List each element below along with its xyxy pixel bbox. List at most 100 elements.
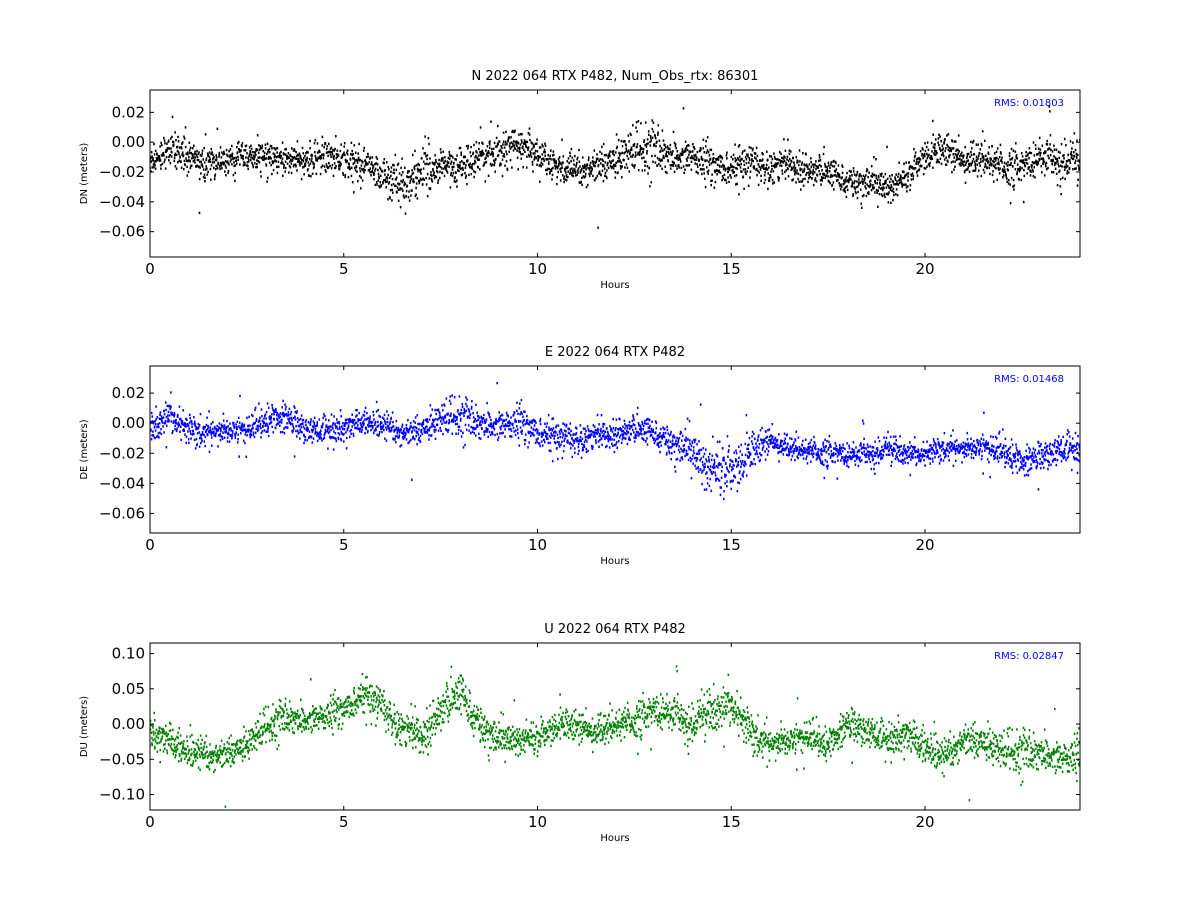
data-point: [577, 442, 580, 446]
data-point: [824, 176, 826, 179]
data-point: [1018, 169, 1021, 173]
data-point: [475, 150, 477, 153]
data-point: [204, 176, 206, 179]
data-point: [719, 154, 721, 157]
data-point: [978, 162, 981, 165]
data-point: [253, 158, 256, 161]
data-point: [793, 161, 795, 164]
data-point: [949, 147, 952, 150]
data-point: [622, 430, 625, 433]
data-point: [231, 437, 233, 440]
data-point: [959, 153, 962, 156]
data-point: [929, 157, 932, 161]
data-point: [251, 427, 253, 431]
data-point: [751, 154, 753, 157]
data-point: [422, 419, 425, 422]
data-point: [962, 163, 964, 166]
data-point: [243, 149, 245, 152]
data-point: [569, 168, 572, 171]
data-point: [961, 158, 963, 162]
data-point: [503, 424, 506, 428]
data-point: [286, 426, 289, 429]
data-point: [1031, 168, 1034, 172]
data-point: [232, 422, 235, 425]
data-point: [248, 146, 251, 149]
data-point: [870, 174, 873, 178]
data-point: [438, 162, 441, 166]
data-point: [382, 424, 385, 427]
data-point: [268, 422, 271, 425]
data-point: [1038, 136, 1041, 140]
data-point: [387, 173, 389, 176]
data-point: [446, 163, 449, 166]
data-point: [171, 151, 173, 154]
data-point: [721, 175, 724, 178]
data-point: [551, 460, 554, 463]
data-point: [503, 153, 505, 156]
data-point: [794, 173, 796, 176]
data-point: [554, 434, 556, 437]
data-point: [324, 432, 326, 435]
data-point: [717, 169, 719, 173]
data-point: [1023, 161, 1026, 165]
data-point: [736, 167, 738, 170]
data-point: [448, 151, 451, 154]
data-point: [578, 440, 581, 443]
data-point: [1052, 158, 1054, 162]
data-point: [960, 164, 962, 167]
data-point: [907, 172, 910, 175]
data-point: [341, 425, 343, 428]
data-point: [927, 148, 930, 152]
data-point: [570, 447, 572, 450]
data-point: [607, 436, 610, 439]
data-point: [237, 438, 239, 441]
data-point: [737, 157, 739, 160]
data-point: [576, 169, 579, 172]
data-point: [760, 179, 762, 182]
data-point: [220, 162, 222, 165]
data-point: [618, 428, 620, 431]
data-point: [501, 422, 504, 425]
data-point: [754, 156, 756, 159]
data-point: [581, 437, 584, 440]
data-point: [584, 172, 587, 176]
data-point: [150, 438, 153, 441]
data-point: [234, 425, 236, 429]
data-point: [873, 156, 875, 159]
data-point: [720, 155, 723, 158]
data-point: [1030, 151, 1033, 155]
data-point: [554, 441, 557, 445]
data-point: [566, 434, 568, 438]
data-point: [624, 422, 626, 426]
data-point: [741, 170, 743, 173]
data-point: [799, 168, 802, 172]
data-point: [988, 146, 990, 149]
data-point: [352, 432, 355, 436]
data-point: [481, 417, 483, 420]
data-point: [500, 432, 503, 435]
data-point: [499, 162, 501, 165]
data-point: [558, 162, 560, 166]
data-point: [640, 430, 642, 433]
data-point: [1053, 148, 1056, 151]
data-point: [730, 155, 733, 159]
data-point: [573, 441, 575, 444]
data-point: [788, 164, 790, 167]
data-point: [513, 430, 515, 433]
data-point: [570, 172, 572, 175]
data-point: [475, 427, 477, 430]
data-point: [1048, 105, 1050, 108]
data-point: [197, 422, 200, 426]
data-point: [467, 424, 470, 427]
data-point: [506, 152, 508, 156]
data-point: [302, 166, 304, 169]
data-point: [215, 156, 218, 159]
data-point: [571, 437, 573, 440]
data-point: [367, 155, 369, 158]
data-point: [189, 166, 192, 170]
data-point: [544, 422, 546, 425]
data-point: [416, 431, 419, 434]
data-point: [878, 192, 881, 196]
data-point: [299, 417, 302, 421]
data-point: [636, 430, 638, 434]
